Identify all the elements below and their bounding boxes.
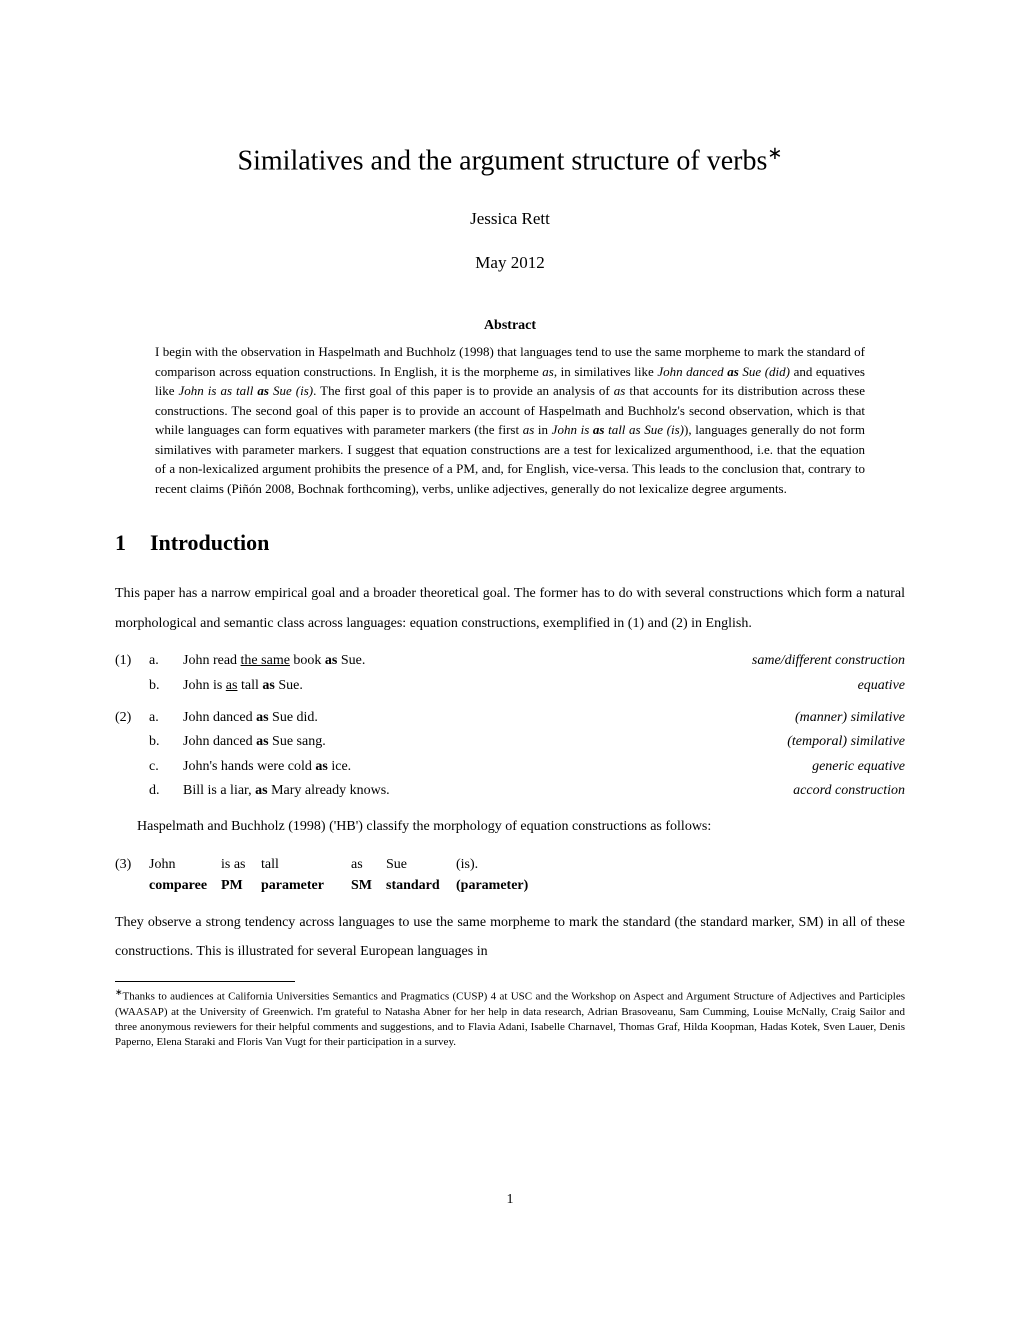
gloss-cells: comparee PM parameter SM standard (param… bbox=[149, 875, 540, 896]
gloss-word: tall bbox=[261, 854, 351, 875]
example-letter: a. bbox=[149, 707, 183, 729]
example-label: same/different construction bbox=[752, 650, 905, 672]
title-text: Similatives and the argument structure o… bbox=[238, 145, 768, 176]
gloss-tag: standard bbox=[386, 875, 456, 896]
example-label: equative bbox=[858, 675, 905, 697]
page-container: Similatives and the argument structure o… bbox=[115, 140, 905, 1260]
gloss-word: as bbox=[351, 854, 386, 875]
gloss-tag: parameter bbox=[261, 875, 351, 896]
footnote-rule bbox=[115, 981, 295, 982]
example-group-2: (2) a. John danced as Sue did. (manner) … bbox=[115, 707, 905, 803]
example-label: generic equative bbox=[812, 756, 905, 778]
gloss-word: is as bbox=[221, 854, 261, 875]
example-sentence: John danced as Sue sang. bbox=[183, 731, 767, 753]
example-sentence: John's hands were cold as ice. bbox=[183, 756, 792, 778]
gloss-tag: (parameter) bbox=[456, 875, 540, 896]
example-letter: c. bbox=[149, 756, 183, 778]
example-label: accord construction bbox=[793, 780, 905, 802]
title-footnote-marker: ∗ bbox=[767, 143, 782, 163]
gloss-example: (3) John is as tall as Sue (is). compare… bbox=[115, 854, 905, 896]
gloss-tag: comparee bbox=[149, 875, 221, 896]
example-row: b. John danced as Sue sang. (temporal) s… bbox=[115, 731, 905, 753]
footnote-body: Thanks to audiences at California Univer… bbox=[115, 990, 905, 1048]
example-letter: a. bbox=[149, 650, 183, 672]
section-number: 1 bbox=[115, 530, 126, 555]
example-label: (temporal) similative bbox=[787, 731, 905, 753]
example-sentence: Bill is a liar, as Mary already knows. bbox=[183, 780, 773, 802]
example-letter: b. bbox=[149, 731, 183, 753]
author-name: Jessica Rett bbox=[115, 206, 905, 232]
gloss-number: (3) bbox=[115, 854, 149, 875]
gloss-tag: PM bbox=[221, 875, 261, 896]
gloss-tag: SM bbox=[351, 875, 386, 896]
mid-paragraph: Haspelmath and Buchholz (1998) ('HB') cl… bbox=[115, 812, 905, 841]
intro-paragraph: This paper has a narrow empirical goal a… bbox=[115, 579, 905, 638]
gloss-row-1: (3) John is as tall as Sue (is). bbox=[115, 854, 905, 875]
gloss-word: John bbox=[149, 854, 221, 875]
footnote-text: ∗Thanks to audiences at California Unive… bbox=[115, 986, 905, 1051]
example-group-1: (1) a. John read the same book as Sue. s… bbox=[115, 650, 905, 697]
example-letter: d. bbox=[149, 780, 183, 802]
example-sentence: John is as tall as Sue. bbox=[183, 675, 838, 697]
footnote-marker: ∗ bbox=[115, 987, 123, 997]
gloss-row-2: comparee PM parameter SM standard (param… bbox=[115, 875, 905, 896]
example-sentence: John read the same book as Sue. bbox=[183, 650, 732, 672]
example-row: d. Bill is a liar, as Mary already knows… bbox=[115, 780, 905, 802]
page-number: 1 bbox=[115, 1189, 905, 1210]
example-letter: b. bbox=[149, 675, 183, 697]
paper-title: Similatives and the argument structure o… bbox=[115, 140, 905, 182]
example-number: (2) bbox=[115, 707, 149, 729]
gloss-word: (is). bbox=[456, 854, 490, 875]
example-row: b. John is as tall as Sue. equative bbox=[115, 675, 905, 697]
abstract-heading: Abstract bbox=[115, 315, 905, 336]
paper-date: May 2012 bbox=[115, 250, 905, 276]
example-row: (2) a. John danced as Sue did. (manner) … bbox=[115, 707, 905, 729]
example-row: c. John's hands were cold as ice. generi… bbox=[115, 756, 905, 778]
section-heading: 1 Introduction bbox=[115, 526, 905, 559]
abstract-body: I begin with the observation in Haspelma… bbox=[155, 342, 865, 498]
example-sentence: John danced as Sue did. bbox=[183, 707, 775, 729]
gloss-word: Sue bbox=[386, 854, 456, 875]
example-row: (1) a. John read the same book as Sue. s… bbox=[115, 650, 905, 672]
section-title: Introduction bbox=[150, 530, 269, 555]
gloss-cells: John is as tall as Sue (is). bbox=[149, 854, 490, 875]
example-number: (1) bbox=[115, 650, 149, 672]
closing-paragraph: They observe a strong tendency across la… bbox=[115, 908, 905, 967]
example-label: (manner) similative bbox=[795, 707, 905, 729]
